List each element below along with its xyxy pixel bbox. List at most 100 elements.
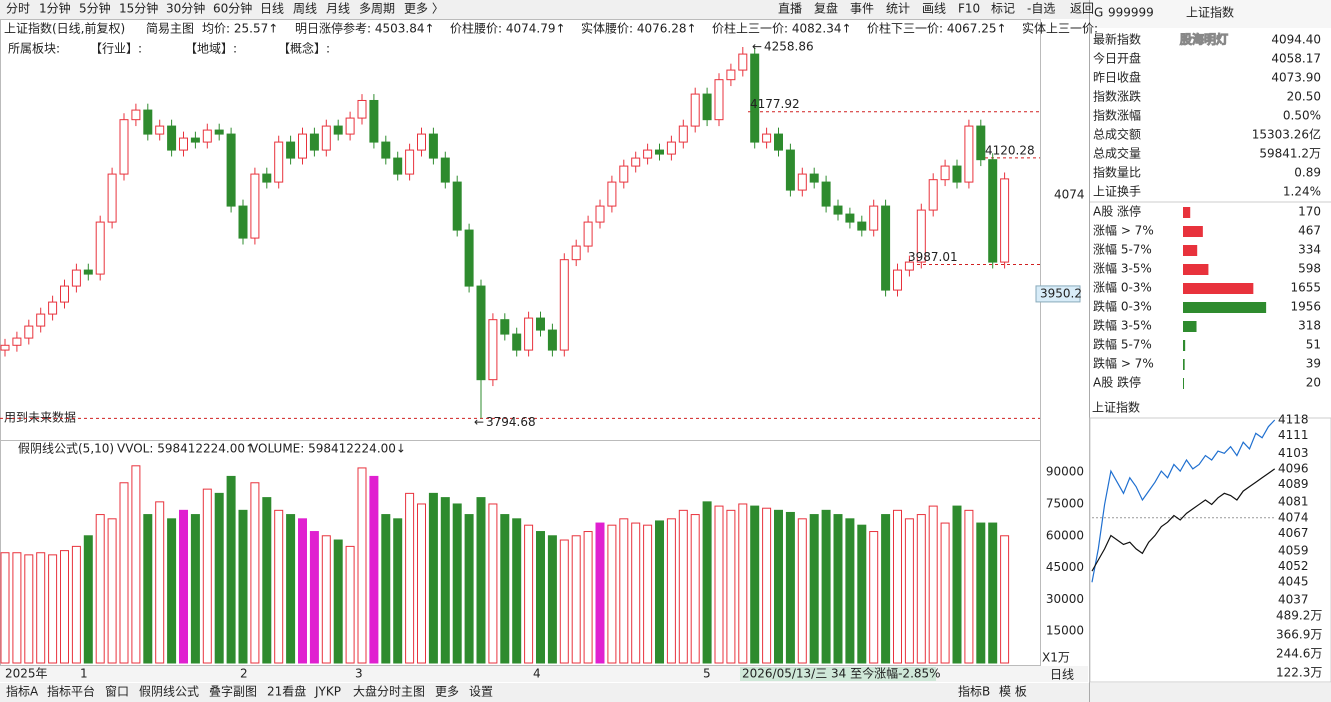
volume-bar bbox=[333, 539, 343, 664]
tab[interactable]: 叠字副图 bbox=[209, 684, 257, 699]
toolbar-item[interactable]: 月线 bbox=[326, 2, 350, 16]
volume-bar bbox=[857, 524, 867, 664]
breadth-bar bbox=[1183, 378, 1184, 389]
candle-body bbox=[774, 133, 783, 151]
tabs-bg bbox=[0, 683, 1331, 702]
breadth-value: 51 bbox=[1306, 338, 1321, 352]
toolbar-button[interactable]: F10 bbox=[958, 2, 980, 16]
volume-bar bbox=[702, 501, 712, 664]
toolbar-item[interactable]: 1分钟 bbox=[39, 1, 71, 16]
toolbar-button[interactable]: 统计 bbox=[886, 2, 910, 16]
volume-bar bbox=[690, 514, 700, 664]
toolbar-button[interactable]: 直播 bbox=[778, 2, 802, 16]
toolbar-button[interactable]: 返回 bbox=[1070, 2, 1094, 16]
toolbar-button[interactable]: 画线 bbox=[922, 2, 946, 16]
indicator: 均价: 25.57↑ bbox=[202, 22, 278, 36]
candle-body bbox=[583, 221, 593, 247]
toolbar-item[interactable]: 更多 〉 bbox=[404, 2, 444, 16]
candle-body bbox=[155, 125, 165, 135]
indicator: 价柱上三一价: 4082.34↑ bbox=[712, 21, 852, 36]
volume-bar bbox=[952, 505, 962, 664]
toolbar-button[interactable]: 事件 bbox=[850, 2, 874, 16]
volume-bar bbox=[916, 514, 926, 664]
breadth-bar bbox=[1183, 207, 1191, 218]
candle-body bbox=[940, 165, 950, 181]
candle-body bbox=[476, 285, 486, 381]
period-tab[interactable]: 日线 bbox=[1050, 668, 1074, 682]
candle-body bbox=[571, 245, 581, 261]
quote-value: 4058.17 bbox=[1271, 52, 1321, 66]
status-box bbox=[740, 667, 936, 681]
indicator: 实体上三一价: bbox=[1022, 21, 1098, 36]
toolbar-button[interactable]: 复盘 bbox=[814, 1, 838, 16]
tab[interactable]: 窗口 bbox=[105, 685, 129, 699]
mini-vtick: 489.2万 bbox=[1276, 609, 1322, 623]
tab[interactable]: 模 板 bbox=[999, 685, 1027, 699]
candle-body bbox=[738, 53, 748, 71]
tab[interactable]: 假阴线公式 bbox=[139, 685, 199, 699]
breadth-label: 跌幅 > 7% bbox=[1093, 356, 1154, 371]
date-label: 3 bbox=[355, 667, 363, 681]
candle-body bbox=[833, 205, 843, 215]
volume-tick: 15000 bbox=[1046, 624, 1084, 638]
volume-tick: 45000 bbox=[1046, 560, 1084, 574]
toolbar-button[interactable]: -自选 bbox=[1027, 2, 1055, 16]
candle-body bbox=[369, 99, 379, 143]
volume-bar bbox=[131, 465, 141, 664]
candle-body bbox=[988, 159, 998, 263]
toolbar-item[interactable]: 多周期 bbox=[359, 2, 395, 16]
quote-label: 总成交量 bbox=[1093, 146, 1141, 161]
toolbar-item[interactable]: 30分钟 bbox=[166, 1, 205, 16]
candle-body bbox=[202, 129, 212, 143]
tab[interactable]: 大盘分时主图 bbox=[353, 684, 425, 699]
watermark: 股海明灯 bbox=[1180, 32, 1228, 47]
breadth-value: 170 bbox=[1298, 205, 1321, 219]
volume-bar bbox=[464, 514, 474, 664]
candle-body bbox=[24, 325, 34, 339]
volume-tick: 60000 bbox=[1046, 528, 1084, 542]
candle-body bbox=[869, 205, 879, 231]
candle-body bbox=[214, 129, 224, 135]
mini-tick: 4096 bbox=[1278, 461, 1309, 475]
candle-body bbox=[95, 221, 105, 275]
volume-bar bbox=[1000, 535, 1010, 664]
candle-body bbox=[655, 149, 664, 155]
volume-bar bbox=[298, 518, 307, 664]
tab[interactable]: 指标B bbox=[958, 684, 990, 699]
tab[interactable]: 指标平台 bbox=[47, 684, 95, 699]
tab[interactable]: 更多 bbox=[435, 685, 459, 699]
toolbar-item[interactable]: 日线 bbox=[260, 2, 284, 16]
date-label: 2025年 bbox=[5, 667, 48, 681]
level-label: 4258.86 bbox=[764, 39, 814, 53]
tab[interactable]: 设置 bbox=[469, 685, 493, 699]
toolbar-item[interactable]: 60分钟 bbox=[213, 1, 252, 16]
quote-label: 总成交额 bbox=[1093, 127, 1141, 142]
mini-avg-line bbox=[1091, 468, 1276, 572]
candle-body bbox=[333, 125, 343, 135]
candle-body bbox=[226, 133, 236, 207]
tab[interactable]: 21看盘 bbox=[267, 684, 306, 699]
main-mode: 简易主图 bbox=[146, 22, 194, 36]
indicator: 明日涨停参考: 4503.84↑ bbox=[295, 21, 435, 36]
volume-bar bbox=[904, 518, 914, 664]
toolbar-item[interactable]: 5分钟 bbox=[79, 1, 111, 16]
axis-highlight bbox=[1035, 285, 1081, 303]
tab[interactable]: JYKP bbox=[314, 685, 341, 699]
toolbar-item[interactable]: 15分钟 bbox=[119, 1, 158, 16]
candle-body bbox=[714, 79, 724, 121]
toolbar-item[interactable]: 周线 bbox=[293, 2, 317, 16]
mini-tick: 4045 bbox=[1278, 575, 1309, 589]
toolbar-item[interactable]: 分时 bbox=[6, 2, 30, 16]
date-label: 5 bbox=[703, 667, 711, 681]
quote-value: 20.50 bbox=[1287, 90, 1321, 104]
tab[interactable]: 指标A bbox=[6, 684, 39, 699]
indicator: 价柱下三一价: 4067.25↑ bbox=[867, 21, 1007, 36]
candle-body bbox=[464, 229, 474, 287]
toolbar-button[interactable]: 标记 bbox=[991, 2, 1015, 16]
quote-value: 15303.26亿 bbox=[1252, 127, 1321, 142]
volume-bar bbox=[595, 522, 605, 664]
mini-tick: 4037 bbox=[1278, 593, 1309, 607]
price-axis-label: 3950.2 bbox=[1040, 286, 1082, 300]
breadth-label: A股 涨停 bbox=[1093, 204, 1141, 219]
